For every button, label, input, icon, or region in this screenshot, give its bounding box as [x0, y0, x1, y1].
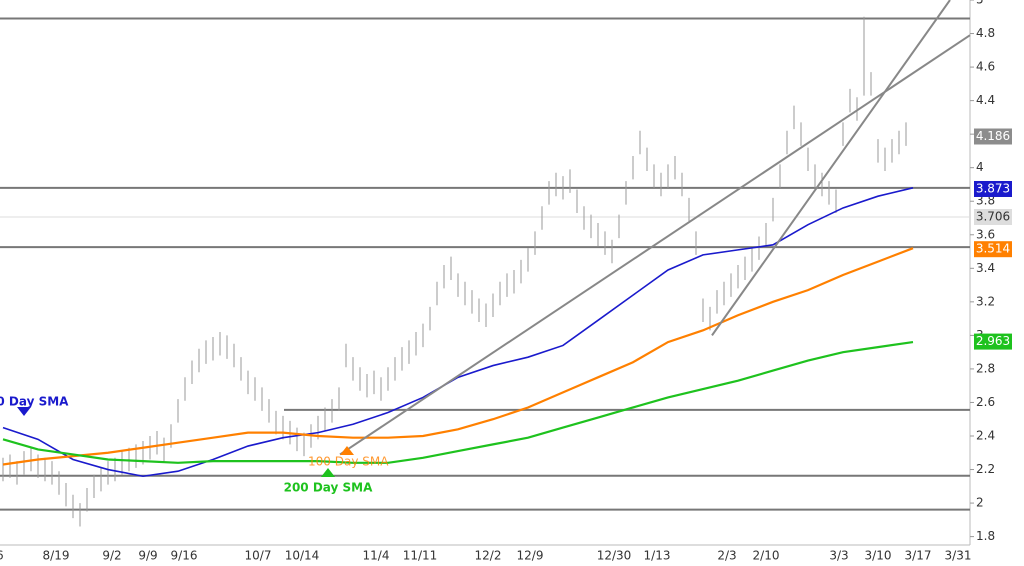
y-tick-label: 4.6 [976, 60, 995, 74]
price-label-box [974, 241, 1012, 258]
sma-marker [17, 407, 31, 416]
y-tick-label: 5 [976, 0, 984, 7]
price-label: 3.873 [976, 181, 1010, 195]
x-tick-label: 11/4 [363, 549, 390, 563]
x-tick-label: 9/16 [171, 549, 198, 563]
y-tick-label: 4.4 [976, 93, 995, 107]
trend-line [711, 0, 951, 336]
price-label: 2.963 [976, 334, 1010, 348]
x-tick-label: 8/19 [43, 549, 70, 563]
y-tick-label: 2.8 [976, 361, 995, 375]
x-tick-label: 2/10 [753, 549, 780, 563]
y-tick-label: 3.4 [976, 261, 995, 275]
y-tick-label: 2.6 [976, 395, 995, 409]
x-tick-label: 8/6 [0, 549, 4, 563]
x-tick-label: 3/17 [905, 549, 932, 563]
x-tick-label: 1/13 [644, 549, 671, 563]
x-tick-label: 9/2 [102, 549, 121, 563]
price-label-box [974, 128, 1012, 145]
x-tick-label: 9/9 [138, 549, 157, 563]
sma-marker [340, 446, 354, 455]
x-tick-label: 10/14 [285, 549, 320, 563]
y-tick-label: 4.8 [976, 26, 995, 40]
sma-label: 50 Day SMA [0, 395, 69, 409]
price-label-box [974, 180, 1012, 197]
x-tick-label: 11/11 [403, 549, 438, 563]
x-tick-label: 2/3 [717, 549, 736, 563]
sma-line [2, 247, 914, 466]
price-label-box [974, 208, 1012, 225]
x-tick-label: 10/7 [245, 549, 272, 563]
price-label-box [974, 333, 1012, 350]
sma-marker [321, 468, 335, 477]
y-tick-label: 3.2 [976, 294, 995, 308]
sma-line [2, 341, 914, 464]
sma-line [2, 187, 914, 478]
price-label: 4.186 [976, 129, 1010, 143]
y-tick-label: 4 [976, 160, 984, 174]
sma-label: 100 Day SMA [308, 455, 389, 469]
y-tick-label: 1.8 [976, 529, 995, 543]
y-tick-label: 2.2 [976, 462, 995, 476]
price-label: 3.706 [976, 209, 1010, 223]
x-tick-label: 3/31 [945, 549, 972, 563]
x-tick-label: 3/10 [865, 549, 892, 563]
y-tick-label: 3.6 [976, 227, 995, 241]
trend-line [339, 34, 971, 456]
x-tick-label: 12/2 [475, 549, 502, 563]
sma-label: 200 Day SMA [284, 481, 374, 495]
price-label: 3.514 [976, 242, 1010, 256]
y-tick-label: 2 [976, 496, 984, 510]
y-tick-label: 3.8 [976, 194, 995, 208]
y-tick-label: 2.4 [976, 429, 995, 443]
x-tick-label: 12/9 [517, 549, 544, 563]
x-tick-label: 3/3 [829, 549, 848, 563]
x-tick-label: 12/30 [597, 549, 632, 563]
